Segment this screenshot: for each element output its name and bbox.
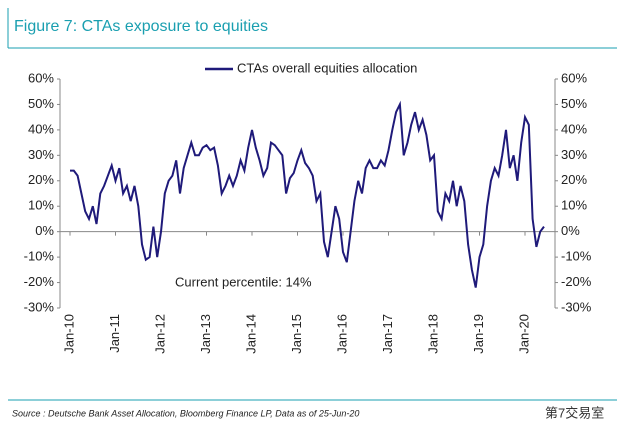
x-tick-label: Jan-10 (61, 314, 76, 354)
y2-tick-label: 30% (561, 147, 587, 162)
annotation: Current percentile: 14% (175, 274, 312, 289)
legend-label: CTAs overall equities allocation (237, 60, 417, 75)
watermark: 第7交易室 (545, 405, 604, 420)
y-tick-label: 40% (28, 121, 54, 136)
x-tick-label: Jan-13 (198, 314, 213, 354)
y2-tick-label: 40% (561, 121, 587, 136)
x-tick-label: Jan-11 (107, 314, 122, 353)
x-tick-label: Jan-16 (334, 314, 349, 354)
y-tick-label: -30% (24, 299, 55, 314)
x-tick-label: Jan-15 (289, 314, 304, 354)
chart-title: Figure 7: CTAs exposure to equities (14, 18, 268, 35)
y2-tick-label: 20% (561, 172, 587, 187)
source: Source : Deutsche Bank Asset Allocation,… (12, 408, 359, 418)
y-tick-label: -20% (24, 274, 55, 289)
y-tick-label: 50% (28, 96, 54, 111)
y2-tick-label: 10% (561, 198, 587, 213)
x-tick-label: Jan-19 (471, 314, 486, 354)
x-tick-label: Jan-18 (425, 314, 440, 354)
y2-tick-label: 60% (561, 70, 587, 85)
x-tick-label: Jan-14 (243, 314, 258, 354)
y2-tick-label: 0% (561, 223, 580, 238)
y2-tick-label: 50% (561, 96, 587, 111)
y2-tick-label: -30% (561, 299, 592, 314)
series-line (70, 100, 545, 288)
x-tick-label: Jan-20 (516, 314, 531, 354)
y-tick-label: 30% (28, 147, 54, 162)
y-tick-label: 10% (28, 198, 54, 213)
y2-tick-label: -10% (561, 249, 592, 264)
y2-tick-label: -20% (561, 274, 592, 289)
x-tick-label: Jan-12 (152, 314, 167, 354)
y-tick-label: -10% (24, 249, 55, 264)
y-tick-label: 60% (28, 70, 54, 85)
y-tick-label: 0% (35, 223, 54, 238)
x-tick-label: Jan-17 (380, 314, 395, 354)
y-tick-label: 20% (28, 172, 54, 187)
